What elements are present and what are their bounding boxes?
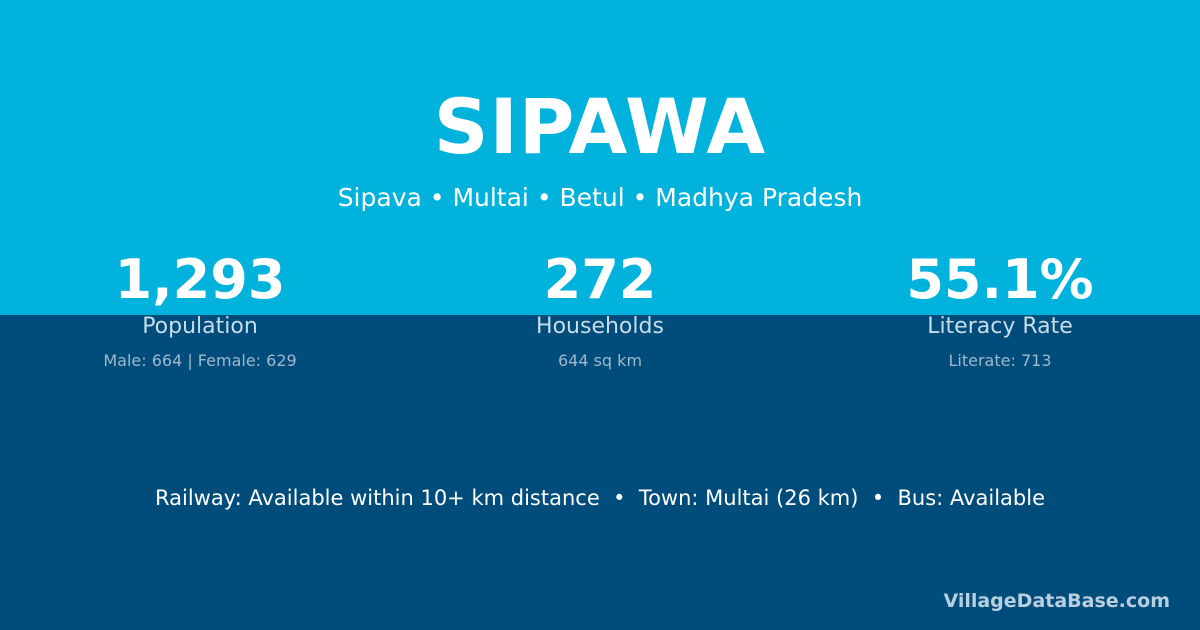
stat-detail: 644 sq km — [557, 351, 643, 370]
stat-value: 55.1% — [906, 248, 1094, 311]
stat-population: 1,293 Population Male: 664 | Female: 629 — [0, 248, 400, 370]
stat-detail: Literate: 713 — [948, 351, 1052, 370]
stat-label: Literacy Rate — [927, 314, 1073, 339]
stat-label: Households — [536, 314, 664, 339]
village-title: SIPAWA — [433, 82, 767, 171]
location-breadcrumb: Sipava • Multai • Betul • Madhya Pradesh — [337, 183, 863, 212]
stats-band — [0, 315, 1200, 630]
stat-label: Population — [142, 314, 258, 339]
connectivity-info: Railway: Available within 10+ km distanc… — [155, 486, 1045, 510]
header-band — [0, 0, 1200, 315]
stat-households: 272 Households 644 sq km — [400, 248, 800, 370]
brand-logo: VillageDataBase.com — [943, 590, 1170, 612]
stat-value: 1,293 — [114, 248, 286, 311]
stat-value: 272 — [543, 248, 657, 311]
stat-literacy: 55.1% Literacy Rate Literate: 713 — [800, 248, 1200, 370]
stat-detail: Male: 664 | Female: 629 — [103, 351, 297, 370]
